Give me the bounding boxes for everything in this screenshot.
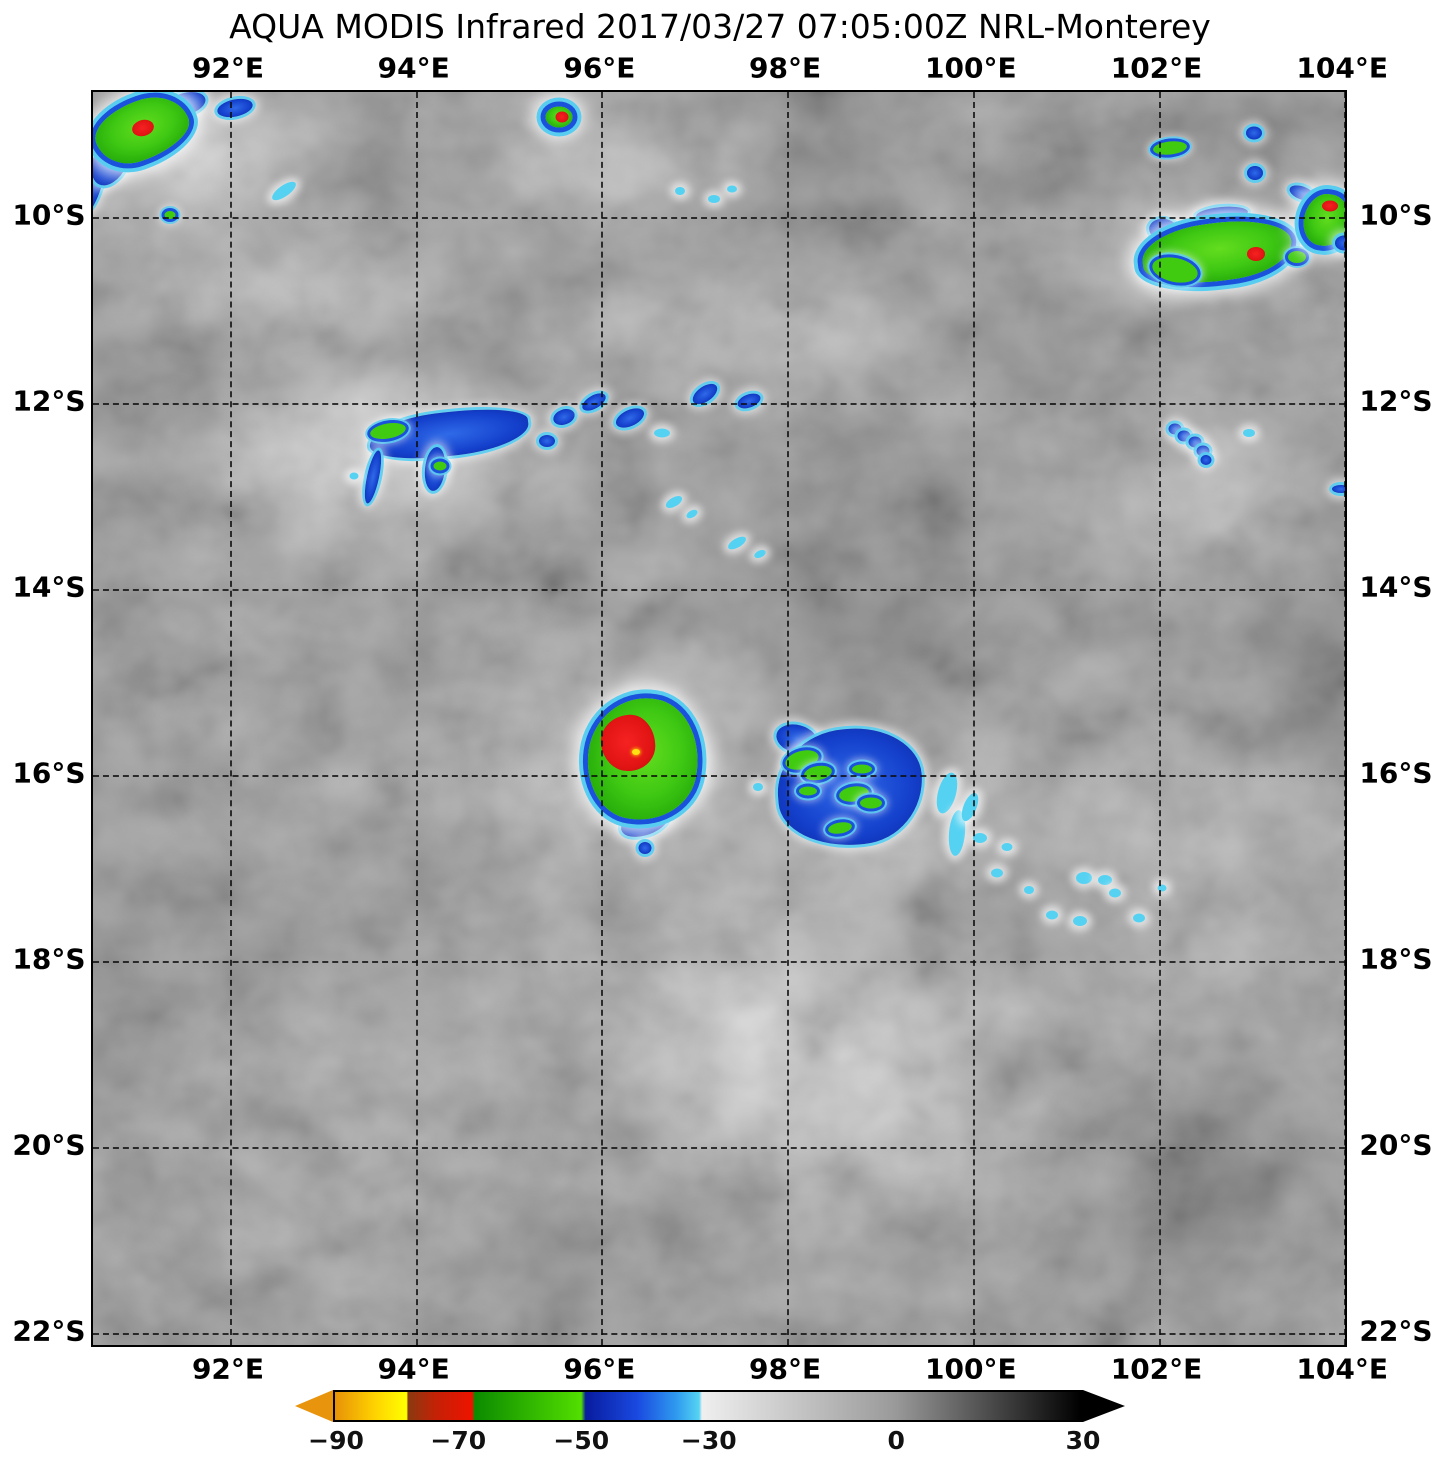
latlon-grid bbox=[93, 92, 1345, 1345]
feature-ne-diag-c bbox=[1188, 436, 1202, 448]
lon-label-top-104: 104°E bbox=[1296, 51, 1388, 85]
feature-ne-diag-b bbox=[1177, 430, 1191, 442]
feature-storm-hot-spot bbox=[631, 748, 640, 755]
lon-label-bottom-92: 92°E bbox=[191, 1352, 265, 1386]
feature-ne-diag-e bbox=[1200, 454, 1212, 465]
feature-se-speck-f bbox=[1072, 916, 1087, 926]
lat-label-right-20: 20°S bbox=[1359, 1128, 1433, 1162]
lat-label-right-10: 10°S bbox=[1359, 198, 1433, 232]
feature-se-speck-i bbox=[1108, 888, 1121, 898]
feature-ne-cluster-core bbox=[1246, 247, 1265, 262]
feature-w-cyan-s bbox=[349, 472, 359, 480]
feature-w-dot-d bbox=[653, 428, 670, 438]
lon-label-top-100: 100°E bbox=[925, 51, 1017, 85]
feature-ne-diag-d bbox=[1196, 445, 1210, 457]
lon-label-bottom-100: 100°E bbox=[925, 1352, 1017, 1386]
feature-e-green-g bbox=[852, 764, 873, 774]
gridline-lat-12 bbox=[93, 403, 1345, 405]
gridline-lon-92 bbox=[230, 92, 232, 1345]
feature-n-puff-a bbox=[675, 186, 686, 195]
colorbar-tick-minus30: −30 bbox=[680, 1426, 737, 1455]
colorbar-tick-minus90: −90 bbox=[308, 1426, 364, 1455]
lat-label-left-10: 10°S bbox=[12, 198, 86, 232]
gridline-lon-100 bbox=[972, 92, 975, 1345]
feature-n-puff-c bbox=[727, 185, 738, 193]
lat-label-left-14: 14°S bbox=[12, 570, 86, 604]
colorbar-left-arrow bbox=[295, 1390, 333, 1422]
lat-label-right-16: 16°S bbox=[1359, 756, 1433, 790]
gridline-lat-18 bbox=[93, 961, 1345, 963]
colorbar-tick-minus70: −70 bbox=[430, 1426, 487, 1455]
feature-n-puff-b bbox=[707, 195, 720, 204]
gridline-lon-104 bbox=[1344, 92, 1345, 1345]
colorbar-tick-minus50: −50 bbox=[553, 1426, 610, 1455]
feature-se-speck-c bbox=[990, 868, 1003, 878]
lon-label-bottom-94: 94°E bbox=[377, 1352, 450, 1386]
gridline-lon-98 bbox=[787, 92, 790, 1345]
gridline-lat-20 bbox=[93, 1147, 1345, 1149]
colorbar-tick-30: 30 bbox=[1065, 1426, 1101, 1455]
feature-e-green-f bbox=[798, 786, 817, 796]
lon-label-bottom-104: 104°E bbox=[1296, 1352, 1388, 1386]
feature-se-speck-h bbox=[1097, 875, 1112, 886]
feature-e-green-d bbox=[859, 797, 882, 809]
colorbar-tick-labels: −90 −70 −50 −30 0 30 bbox=[308, 1426, 1100, 1456]
lat-label-left-20: 20°S bbox=[12, 1128, 86, 1162]
lon-label-bottom-102: 102°E bbox=[1110, 1352, 1203, 1386]
lat-label-left-18: 18°S bbox=[12, 942, 86, 976]
feature-storm-blue-dot bbox=[638, 842, 652, 855]
gridline-lon-96 bbox=[601, 92, 604, 1345]
colorbar-right-arrow bbox=[1083, 1390, 1125, 1422]
feature-ne-diag-a bbox=[1168, 423, 1182, 435]
temperature-colorbar bbox=[295, 1390, 1125, 1422]
cloud-texture bbox=[93, 92, 1345, 1345]
lon-label-top-102: 102°E bbox=[1110, 51, 1203, 85]
lon-label-top-98: 98°E bbox=[749, 51, 822, 85]
lat-label-left-16: 16°S bbox=[12, 756, 86, 790]
feature-e-cyan-dot bbox=[1243, 428, 1256, 437]
lat-label-left-22: 22°S bbox=[12, 1314, 86, 1348]
feature-w-dot-g bbox=[538, 435, 555, 448]
feature-storm-cyan-dot bbox=[753, 783, 764, 792]
feature-ne-blue-dot bbox=[1246, 126, 1263, 140]
lat-label-right-14: 14°S bbox=[1359, 570, 1433, 604]
gridline-lat-14 bbox=[93, 589, 1345, 591]
feature-ne-mid-dot bbox=[1287, 250, 1306, 263]
lon-label-top-92: 92°E bbox=[191, 51, 265, 85]
lon-label-top-96: 96°E bbox=[563, 51, 636, 85]
feature-nw-green-dot bbox=[164, 211, 176, 220]
image-title: AQUA MODIS Infrared 2017/03/27 07:05:00Z… bbox=[229, 7, 1211, 46]
lat-label-left-12: 12°S bbox=[12, 384, 86, 418]
feature-w-streak-green-s bbox=[433, 461, 447, 471]
lon-label-bottom-98: 98°E bbox=[749, 1352, 822, 1386]
lon-label-top-94: 94°E bbox=[377, 51, 450, 85]
convective-features-layer bbox=[93, 92, 1345, 1345]
gridline-lat-22 bbox=[93, 1333, 1345, 1335]
lat-label-right-22: 22°S bbox=[1359, 1314, 1433, 1348]
feature-se-speck-e bbox=[1045, 910, 1058, 920]
feature-se-speck-b bbox=[1001, 842, 1013, 851]
feature-n-cell-core bbox=[555, 111, 569, 123]
colorbar-gradient-bar bbox=[333, 1390, 1083, 1422]
feature-se-speck-d bbox=[1023, 886, 1034, 895]
feature-e-edge-dash bbox=[1332, 484, 1345, 493]
feature-ne-east-blue-b bbox=[1335, 235, 1345, 251]
gridline-lat-10 bbox=[93, 217, 1345, 219]
feature-se-speck-k bbox=[1157, 884, 1167, 892]
feature-se-speck-a bbox=[973, 833, 988, 844]
lat-label-right-12: 12°S bbox=[1359, 384, 1433, 418]
feature-ne-east-core bbox=[1322, 200, 1339, 212]
feature-se-speck-j bbox=[1133, 913, 1145, 923]
feature-ne-blue-dot2 bbox=[1247, 166, 1264, 181]
lon-label-bottom-96: 96°E bbox=[563, 1352, 636, 1386]
feature-se-speck-g bbox=[1076, 872, 1093, 885]
satellite-map bbox=[91, 90, 1347, 1347]
gridline-lon-102 bbox=[1158, 92, 1161, 1345]
lat-label-right-18: 18°S bbox=[1359, 942, 1433, 976]
gridline-lon-94 bbox=[415, 92, 418, 1345]
colorbar-tick-0: 0 bbox=[887, 1426, 905, 1455]
gridline-lat-16 bbox=[93, 775, 1345, 777]
